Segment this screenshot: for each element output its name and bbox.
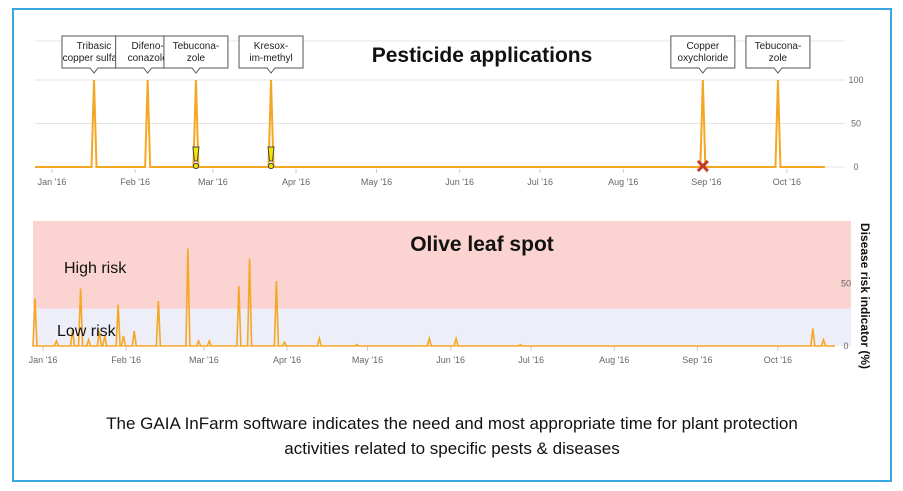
warning-icon-dot — [267, 162, 275, 170]
warning-icon-dot — [192, 162, 200, 170]
pesticide-callout-label: copper sulfate — [63, 53, 126, 64]
pesticide-x-tick-label: May '16 — [361, 177, 392, 187]
high-risk-band — [33, 221, 851, 309]
pesticide-callout-label: Copper — [686, 41, 719, 52]
cancelled-x-stroke — [696, 159, 709, 173]
pesticide-callout-label: im-methyl — [249, 53, 292, 64]
leaf-spot-chart-title: Olive leaf spot — [410, 233, 554, 256]
caption-line-1: The GAIA InFarm software indicates the n… — [106, 414, 798, 433]
leaf-spot-x-tick-label: Sep '16 — [682, 355, 712, 365]
leaf-spot-x-tick-label: Apr '16 — [273, 355, 301, 365]
pesticide-y-tick-label: 50 — [851, 119, 861, 129]
pesticide-callout-box — [670, 35, 736, 74]
pesticide-x-tick-label: Jan '16 — [38, 177, 67, 187]
pesticide-callout-label: Kresox- — [254, 41, 288, 52]
pesticide-chart-title: Pesticide applications — [372, 44, 593, 67]
pesticide-x-tick-label: Aug '16 — [608, 177, 638, 187]
pesticide-callout-label: Difeno- — [132, 41, 164, 52]
caption-line-2: activities related to specific pests & d… — [284, 439, 620, 458]
cancelled-x-icon — [696, 159, 709, 173]
pesticide-callout-label: Tribasic — [77, 41, 112, 52]
pesticide-x-tick-label: Mar '16 — [198, 177, 228, 187]
pesticide-x-tick-label: Feb '16 — [120, 177, 150, 187]
pesticide-chart: 0 50 100 Jan '16 Feb '16 Mar '16 Apr '16 May '… — [35, 35, 864, 187]
pesticide-callout-box — [745, 35, 811, 74]
pesticide-callout-label: zole — [769, 53, 788, 64]
pesticide-x-tick-label: Jul '16 — [527, 177, 553, 187]
warning-icon-bar — [267, 146, 275, 162]
low-risk-band — [33, 308, 851, 346]
leaf-spot-x-tick-label: Jan '16 — [29, 355, 58, 365]
leaf-spot-x-tick-label: Feb '16 — [111, 355, 141, 365]
pesticide-callout-box — [163, 35, 229, 74]
pesticide-y-tick-label: 100 — [848, 75, 863, 85]
warning-icon — [267, 146, 275, 170]
pesticide-x-tick-label: Apr '16 — [282, 177, 310, 187]
pesticide-series-line — [35, 79, 825, 168]
leaf-spot-chart: 050 Jan '16 Feb '16 Mar '16 Apr '16 May '16 J… — [29, 221, 872, 369]
leaf-spot-x-ticks: Jan '16 Feb '16 Mar '16 Apr '16 May '16 Jun '… — [29, 346, 792, 365]
leaf-spot-x-tick-label: Jul '16 — [518, 355, 544, 365]
leaf-spot-y-tick-label: 50 — [841, 279, 851, 289]
pesticide-callout-label: conazole — [128, 53, 168, 64]
pesticide-callout-label: Tebucona- — [755, 41, 802, 52]
leaf-spot-y-axis-label: Disease risk indicator (%) — [858, 223, 872, 369]
leaf-spot-x-tick-label: Jun '16 — [436, 355, 465, 365]
pesticide-callout-box — [238, 35, 304, 74]
warning-icon-bar — [192, 146, 200, 162]
leaf-spot-x-tick-label: May '16 — [352, 355, 383, 365]
high-risk-label: High risk — [64, 260, 127, 277]
pesticide-callout: Kresox-im-methyl — [238, 35, 304, 74]
pesticide-callout-label: oxychloride — [678, 53, 729, 64]
pesticide-y-ticks: 0 50 100 — [848, 75, 863, 172]
pesticide-callout: Tebucona-zole — [163, 35, 229, 74]
leaf-spot-x-tick-label: Oct '16 — [764, 355, 792, 365]
leaf-spot-x-tick-label: Mar '16 — [189, 355, 219, 365]
leaf-spot-y-ticks: 0 50 — [841, 279, 851, 352]
pesticide-x-tick-label: Sep '16 — [691, 177, 721, 187]
pesticide-callout: Tebucona-zole — [745, 35, 811, 74]
warning-icon — [192, 146, 200, 170]
pesticide-x-ticks: Jan '16 Feb '16 Mar '16 Apr '16 May '16 Jun '… — [38, 169, 801, 187]
pesticide-callout-label: zole — [187, 53, 206, 64]
leaf-spot-x-tick-label: Aug '16 — [599, 355, 629, 365]
pesticide-y-tick-label: 0 — [853, 162, 858, 172]
pesticide-x-tick-label: Jun '16 — [445, 177, 474, 187]
low-risk-label: Low risk — [57, 323, 117, 340]
pesticide-markers — [192, 146, 709, 173]
leaf-spot-y-tick-label: 0 — [843, 341, 848, 351]
pesticide-x-tick-label: Oct '16 — [773, 177, 801, 187]
pesticide-callout-label: Tebucona- — [173, 41, 220, 52]
